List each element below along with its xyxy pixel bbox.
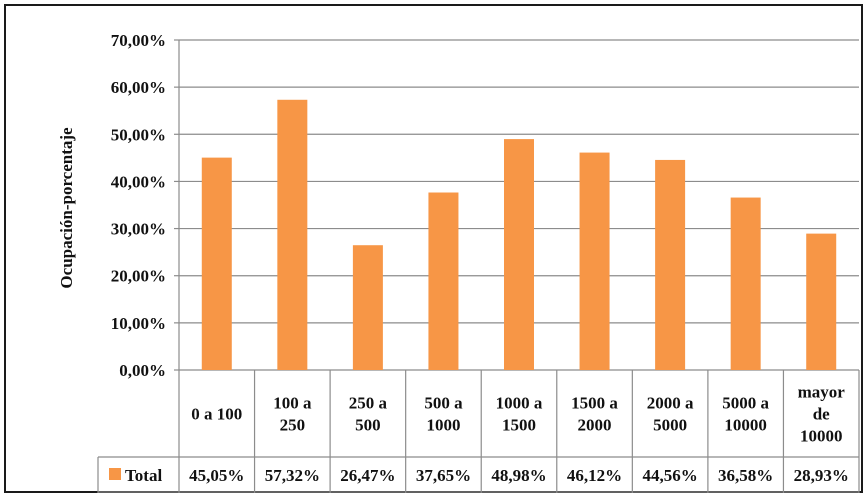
bar [352, 245, 383, 370]
bar [806, 233, 837, 370]
bar [579, 152, 610, 370]
category-label: 2000 a 5000 [647, 394, 694, 435]
data-label: 45,05% [189, 466, 244, 485]
bar [504, 139, 534, 370]
y-tick-label: 50,00% [111, 125, 166, 144]
legend-key [109, 468, 121, 480]
data-label: 44,56% [642, 466, 697, 485]
category-label: 250 a 500 [349, 394, 388, 435]
category-label-line: 1000 [426, 416, 460, 435]
category-label: 1500 a 2000 [571, 394, 618, 435]
data-label: 46,12% [567, 466, 622, 485]
legend-label: Total [125, 466, 162, 485]
category-label-line: 0 a 100 [191, 405, 242, 424]
category-label-line: 500 [355, 416, 381, 435]
category-label: mayor de 10000 [798, 383, 846, 446]
category-label-line: 1500 [502, 416, 536, 435]
category-label: 1000 a 1500 [496, 394, 543, 435]
y-tick-label: 60,00% [111, 78, 166, 97]
data-label: 37,65% [416, 466, 471, 485]
bar [428, 192, 459, 370]
data-label: 26,47% [340, 466, 395, 485]
bar [730, 197, 761, 370]
data-label: 28,93% [794, 466, 849, 485]
data-table: 0 a 100 100 a 250 250 a 500 500 a 1000 1000 a 15… [97, 370, 860, 493]
bar [655, 159, 686, 370]
category-label-line: 100 a [273, 394, 312, 413]
category-label-line: 2000 a [647, 394, 694, 413]
category-label: 500 a 1000 [424, 394, 463, 435]
category-label-line: 10000 [800, 427, 843, 446]
y-tick-label: 20,00% [111, 267, 166, 286]
y-tick-label: 40,00% [111, 172, 166, 191]
category-label-line: 1000 a [496, 394, 543, 413]
category-label-line: de [813, 405, 830, 424]
y-tick-label: 30,00% [111, 220, 166, 239]
y-tick-label: 70,00% [111, 31, 166, 50]
bars [201, 99, 837, 370]
y-axis-label: Ocupación-porcentaje [57, 127, 76, 289]
category-label: 5000 a 10000 [722, 394, 769, 435]
data-label: 36,58% [718, 466, 773, 485]
category-label-line: 250 a [349, 394, 388, 413]
y-tick-label: 10,00% [111, 314, 166, 333]
y-axis: 0,00% 10,00% 20,00% 30,00% 40,00% 50,00% 60,00… [111, 31, 180, 380]
category-label-line: 5000 a [722, 394, 769, 413]
category-label-line: mayor [798, 383, 846, 402]
category-label-line: 10000 [724, 416, 767, 435]
category-label-line: 250 [280, 416, 306, 435]
category-label: 100 a 250 [273, 394, 312, 435]
bar [277, 99, 308, 370]
category-label-line: 5000 [653, 416, 687, 435]
category-label: 0 a 100 [191, 405, 242, 424]
category-label-line: 2000 [578, 416, 612, 435]
data-label: 48,98% [491, 466, 546, 485]
category-label-line: 500 a [424, 394, 463, 413]
y-tick-label: 0,00% [119, 361, 166, 380]
data-label: 57,32% [265, 466, 320, 485]
bar [201, 157, 232, 370]
category-label-line: 1500 a [571, 394, 618, 413]
